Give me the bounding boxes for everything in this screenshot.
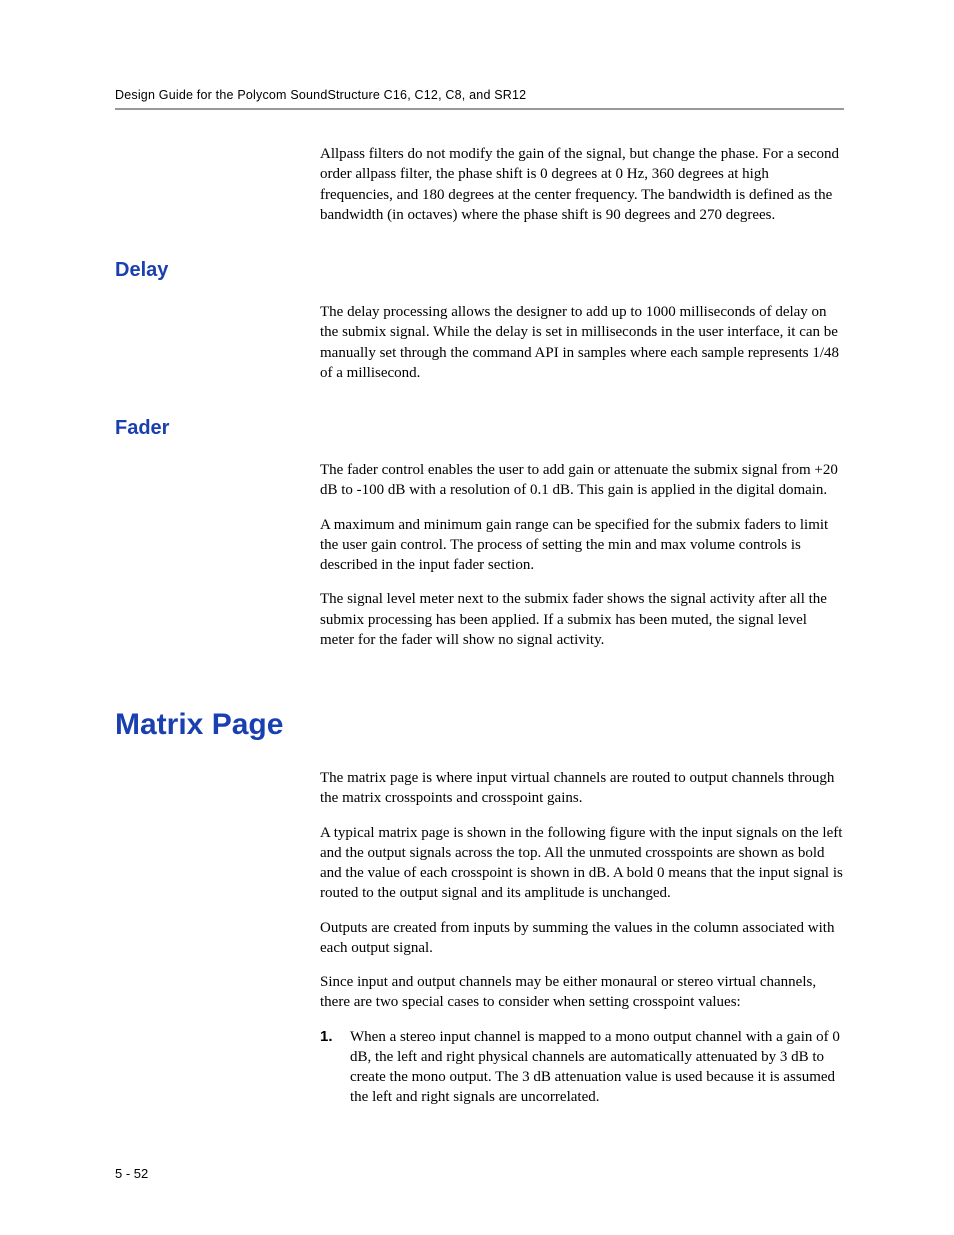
- intro-block: Allpass filters do not modify the gain o…: [320, 144, 844, 225]
- paragraph: The delay processing allows the designer…: [320, 302, 844, 383]
- paragraph: The signal level meter next to the submi…: [320, 589, 844, 650]
- delay-block: The delay processing allows the designer…: [320, 302, 844, 383]
- page-number: 5 - 52: [115, 1166, 148, 1181]
- section-heading-fader: Fader: [115, 417, 844, 440]
- matrix-block: The matrix page is where input virtual c…: [320, 768, 844, 1108]
- paragraph: The fader control enables the user to ad…: [320, 460, 844, 501]
- paragraph: Since input and output channels may be e…: [320, 972, 844, 1013]
- ordered-list-item: 1. When a stereo input channel is mapped…: [320, 1027, 844, 1108]
- page: Design Guide for the Polycom SoundStruct…: [0, 0, 954, 1235]
- paragraph: Outputs are created from inputs by summi…: [320, 918, 844, 959]
- paragraph: A typical matrix page is shown in the fo…: [320, 823, 844, 904]
- section-heading-matrix: Matrix Page: [115, 708, 844, 742]
- list-text: When a stereo input channel is mapped to…: [350, 1027, 844, 1108]
- fader-block: The fader control enables the user to ad…: [320, 460, 844, 650]
- paragraph: Allpass filters do not modify the gain o…: [320, 144, 844, 225]
- section-heading-delay: Delay: [115, 259, 844, 282]
- paragraph: A maximum and minimum gain range can be …: [320, 515, 844, 576]
- header-rule: [115, 108, 844, 110]
- paragraph: The matrix page is where input virtual c…: [320, 768, 844, 809]
- list-number: 1.: [320, 1027, 336, 1108]
- running-header: Design Guide for the Polycom SoundStruct…: [115, 88, 844, 102]
